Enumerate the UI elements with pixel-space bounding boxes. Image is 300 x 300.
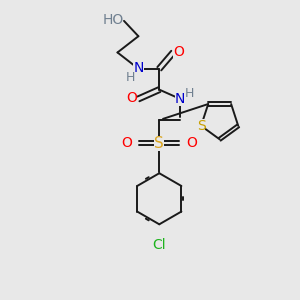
Text: HO: HO: [102, 13, 124, 27]
Text: H: H: [125, 70, 135, 84]
Text: S: S: [154, 136, 164, 151]
Text: N: N: [133, 61, 144, 75]
Text: N: N: [175, 92, 185, 106]
Text: S: S: [197, 119, 206, 133]
Text: H: H: [185, 87, 194, 100]
Text: O: O: [121, 136, 132, 150]
Text: O: O: [186, 136, 197, 150]
Text: Cl: Cl: [152, 238, 166, 252]
Text: O: O: [127, 91, 137, 105]
Text: O: O: [173, 44, 184, 58]
